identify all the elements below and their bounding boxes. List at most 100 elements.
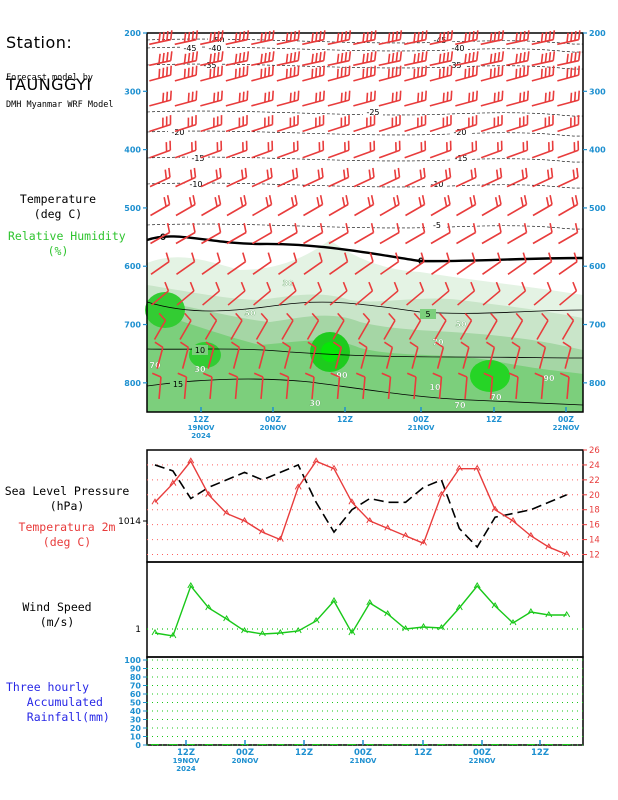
- wind-barb-r1-c12: [455, 51, 479, 67]
- zero-isotherm: [146, 235, 584, 263]
- rain-bar-3: [204, 744, 213, 745]
- wind-barb-r12-c10-staff: [411, 347, 419, 369]
- wind-barb-r11-c4-feather-0: [260, 312, 269, 322]
- wind-barb-r3-c3-feather-0: [246, 90, 249, 101]
- rain-bar-11: [347, 744, 356, 745]
- wind-barb-r0-c13-feather-3: [489, 32, 493, 43]
- wind-left-label-1: 1: [135, 625, 141, 635]
- wind-barb-r0-c11-feather-3: [438, 32, 442, 43]
- wind-barb-r1-c16: [557, 51, 581, 67]
- wind-barb-r1-c7-feather-2: [340, 52, 344, 63]
- wind-barb-r11-c0: [153, 312, 167, 340]
- wind-barb-r6-c4-feather-1: [266, 169, 270, 180]
- wind-point-12: [366, 599, 374, 606]
- t2m-point-6: [258, 528, 266, 535]
- wind-barb-r5-c10-feather-0: [424, 140, 427, 151]
- wind-barb-r9-c8: [354, 252, 374, 275]
- wind-barb-r5-c16: [557, 140, 580, 159]
- wind-barb-r1-c5: [276, 51, 301, 67]
- wind-barb-r1-c8-feather-2: [366, 52, 369, 63]
- wind-barb-r7-c0: [150, 195, 171, 217]
- wind-barb-r1-c3-feather-1: [242, 52, 246, 62]
- wind-barb-r12-c6-staff: [309, 347, 317, 369]
- wind-barb-r9-c12: [456, 252, 476, 275]
- wind-barb-r0-c6-feather-1: [319, 31, 322, 41]
- humidity-contour-label-4: 90: [543, 374, 555, 383]
- left-pressure-label-600: 600: [124, 262, 141, 271]
- wind-barb-r0-c3-feather-1: [242, 31, 246, 41]
- wind-barb-r10-c4-feather-0: [266, 281, 272, 292]
- wind-barb-r1-c6-feather-0: [322, 51, 326, 61]
- wind-barb-r2-c11: [429, 65, 453, 82]
- rain-left-label-0: 0: [135, 741, 141, 750]
- wind-barb-r2-c4-feather-3: [260, 68, 263, 79]
- wind-barb-r0-c1-feather-2: [187, 31, 191, 42]
- wind-barb-r0-c8-feather-0: [373, 30, 377, 40]
- wind-barb-r13-c1: [177, 372, 188, 400]
- wind-barb-r6-c10: [404, 167, 426, 188]
- wind-barb-r4-c15-feather-0: [552, 115, 554, 125]
- wind-barb-r8-c12-staff: [456, 231, 476, 245]
- left-pressure-label-300: 300: [124, 87, 141, 96]
- isotherm-line-7: [146, 223, 584, 230]
- wind-barb-r7-c16-feather-1: [571, 197, 575, 207]
- wind-barb-r7-c16: [558, 195, 579, 217]
- wind-barb-r4-c7-feather-1: [344, 116, 347, 126]
- wind-barb-r4-c0-feather-2: [162, 117, 164, 128]
- isotherm-label-bg-3-0: [363, 106, 383, 116]
- wind-barb-r9-c0: [150, 252, 170, 275]
- t2m-point-15: [420, 539, 427, 546]
- wind-barb-r1-c15-feather-1: [548, 52, 552, 62]
- wind-barb-r3-c10-feather-2: [417, 92, 420, 103]
- wind-barb-r8-c5-staff: [277, 231, 298, 245]
- wind-barb-r5-c5-feather-0: [296, 140, 299, 151]
- wind-barb-r7-c3-feather-0: [243, 195, 247, 205]
- wind-barb-r1-c7-feather-1: [344, 52, 348, 62]
- wind-barb-r4-c11-feather-0: [450, 115, 452, 125]
- wind-barb-r9-c3: [227, 252, 247, 275]
- wind-barb-r0-c12-feather-1: [472, 31, 475, 41]
- wind-barb-r7-c9: [379, 195, 400, 217]
- wind-barb-r8-c4-feather-0: [268, 223, 273, 233]
- wind-barb-r8-c7: [328, 223, 349, 245]
- positive-isotherm-0: [146, 301, 584, 314]
- wind-barb-r5-c0-feather-1: [165, 142, 168, 152]
- wind-barb-r4-c6-feather-0: [322, 115, 325, 125]
- wind-barb-r5-c10: [404, 140, 427, 159]
- isotherm-label-bg-7-0: [427, 219, 447, 229]
- wind-barb-r3-c2-feather-0: [220, 90, 223, 101]
- wind-barb-r1-c8: [353, 51, 377, 67]
- wind-point-11: [348, 629, 356, 636]
- wind-barb-r0-c9: [378, 30, 403, 46]
- wind-barb-r11-c1-feather-0: [184, 312, 192, 322]
- wind-barb-r12-c5: [281, 341, 292, 369]
- wind-barb-r6-c15-feather-0: [550, 167, 554, 178]
- wind-barb-r13-c1-staff: [183, 376, 188, 400]
- wind-barb-r6-c6-feather-0: [321, 167, 324, 178]
- wind-barb-r1-c10-feather-0: [424, 51, 428, 61]
- wind-barb-r7-c8-feather-0: [370, 195, 375, 205]
- wind-barb-r12-c0: [154, 341, 164, 369]
- wind-barb-r4-c12-feather-0: [475, 115, 478, 125]
- wind-barb-r12-c2-feather-0: [205, 341, 215, 349]
- wind-barb-r2-c9: [378, 65, 402, 82]
- wind-barb-r1-c11-feather-3: [438, 53, 442, 64]
- wind-barb-r9-c5-feather-0: [293, 252, 298, 262]
- rain-bar-8: [294, 744, 303, 745]
- wind-barb-r4-c13-feather-1: [497, 116, 500, 126]
- lower-time-label-sub-5: 22NOV: [469, 757, 496, 765]
- wind-barb-r13-c11: [432, 372, 443, 400]
- wind-barb-r3-c6-feather-1: [318, 91, 322, 102]
- wind-barb-r5-c6: [302, 140, 325, 159]
- wind-barb-r11-c8-staff: [357, 320, 371, 340]
- wind-barb-r4-c1: [174, 115, 197, 133]
- upper-time-label-main-2: 12Z: [337, 415, 353, 424]
- wind-barb-r3-c2: [200, 90, 223, 107]
- right-pressure-label-800: 800: [589, 379, 606, 388]
- isotherm-label-bg-5-0: [188, 152, 208, 162]
- t2m-point-3: [205, 490, 213, 498]
- wind-barb-r13-c16: [559, 372, 570, 400]
- wind-barb-r8-c4-staff: [252, 231, 272, 245]
- wind-barb-r1-c6-feather-2: [315, 52, 318, 63]
- wind-barb-r8-c14-staff: [507, 231, 527, 245]
